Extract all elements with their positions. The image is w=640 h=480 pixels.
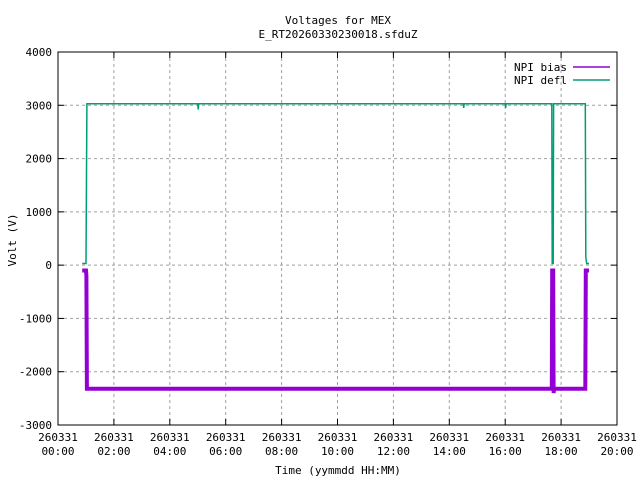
y-tick-label: -3000 xyxy=(19,419,52,432)
y-tick-label: 2000 xyxy=(26,153,53,166)
x-tick-label-date: 260331 xyxy=(541,431,581,444)
x-tick-label-date: 260331 xyxy=(597,431,637,444)
x-tick-label-date: 260331 xyxy=(485,431,525,444)
series xyxy=(82,102,589,394)
x-tick-label-date: 260331 xyxy=(318,431,358,444)
x-tick-label-date: 260331 xyxy=(150,431,190,444)
chart-title: Voltages for MEX xyxy=(285,14,391,27)
y-axis-label: Volt (V) xyxy=(6,214,19,267)
y-tick-label: -2000 xyxy=(19,366,52,379)
x-tick-label-time: 10:00 xyxy=(321,445,354,458)
x-tick-label-date: 260331 xyxy=(206,431,246,444)
x-tick-label-time: 16:00 xyxy=(489,445,522,458)
y-tick-label: 4000 xyxy=(26,46,53,59)
x-tick-label-date: 260331 xyxy=(262,431,302,444)
series-line-npi-defl xyxy=(82,102,589,265)
x-tick-label-time: 06:00 xyxy=(209,445,242,458)
x-tick-label-time: 04:00 xyxy=(153,445,186,458)
grid xyxy=(58,52,617,425)
x-tick-label-date: 260331 xyxy=(38,431,78,444)
legend-label: NPI bias xyxy=(514,61,567,74)
x-tick-label-time: 18:00 xyxy=(545,445,578,458)
x-tick-label-time: 14:00 xyxy=(433,445,466,458)
ticks: -3000-2000-10000100020003000400026033100… xyxy=(19,46,637,458)
series-line-npi-bias xyxy=(82,268,589,394)
x-tick-label-time: 12:00 xyxy=(377,445,410,458)
x-tick-label-date: 260331 xyxy=(429,431,469,444)
x-tick-label-date: 260331 xyxy=(374,431,414,444)
x-tick-label-time: 00:00 xyxy=(41,445,74,458)
chart-subtitle: E_RT20260330230018.sfduZ xyxy=(259,28,418,41)
legend-label: NPI defl xyxy=(514,74,567,87)
x-axis-label: Time (yymmdd HH:MM) xyxy=(275,464,401,477)
x-tick-label-time: 02:00 xyxy=(97,445,130,458)
y-tick-label: 3000 xyxy=(26,99,53,112)
x-tick-label-time: 20:00 xyxy=(600,445,633,458)
x-tick-label-date: 260331 xyxy=(94,431,134,444)
x-tick-label-time: 08:00 xyxy=(265,445,298,458)
y-tick-label: 1000 xyxy=(26,206,53,219)
plot-frame xyxy=(57,51,618,426)
y-tick-label: -1000 xyxy=(19,312,52,325)
y-tick-label: 0 xyxy=(45,259,52,272)
